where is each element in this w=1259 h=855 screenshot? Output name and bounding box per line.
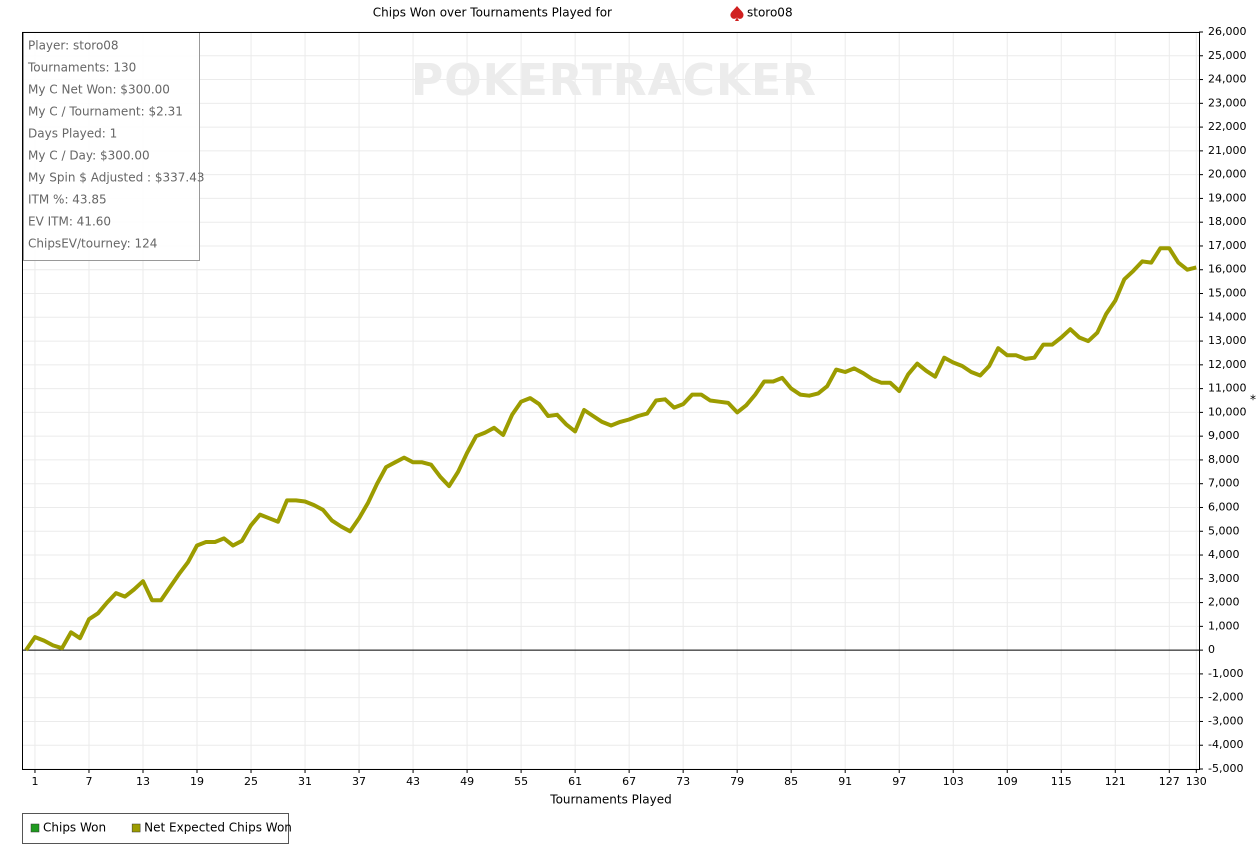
chart-title: Chips Won over Tournaments Played for	[373, 6, 612, 20]
y-tick-label: 25,000	[1208, 49, 1247, 62]
info-line: My C / Day: $300.00	[28, 149, 150, 163]
x-tick-label: 79	[730, 775, 744, 788]
x-tick-label: 31	[298, 775, 312, 788]
player-name: storo08	[747, 6, 793, 20]
y-tick-label: 24,000	[1208, 73, 1247, 86]
y-tick-label: 20,000	[1208, 168, 1247, 181]
x-tick-label: 109	[997, 775, 1018, 788]
y-tick-label: 9,000	[1208, 429, 1240, 442]
spade-icon	[730, 6, 744, 21]
y-tick-label: 14,000	[1208, 310, 1247, 323]
y-tick-label: 5,000	[1208, 524, 1240, 537]
watermark: POKERTRACKER	[411, 55, 817, 106]
y-tick-label: 2,000	[1208, 596, 1240, 609]
y-tick-label: 8,000	[1208, 453, 1240, 466]
legend-box	[22, 813, 289, 844]
y-tick-label: 17,000	[1208, 239, 1247, 252]
x-tick-label: 13	[136, 775, 150, 788]
plot-background	[22, 32, 1199, 769]
y-tick-label: 15,000	[1208, 287, 1247, 300]
x-axis-label: Tournaments Played	[549, 793, 671, 807]
y-tick-label: 26,000	[1208, 25, 1247, 38]
info-line: Tournaments: 130	[27, 61, 136, 75]
y-tick-label: 23,000	[1208, 96, 1247, 109]
plot-border	[22, 32, 1200, 770]
info-line: ITM %: 43.85	[28, 193, 107, 207]
data-line	[24, 246, 1197, 652]
info-line: EV ITM: 41.60	[28, 215, 111, 229]
x-tick-label: 55	[514, 775, 528, 788]
y-tick-label: 4,000	[1208, 548, 1240, 561]
x-tick-label: 49	[460, 775, 474, 788]
info-line: My C / Tournament: $2.31	[28, 105, 183, 119]
x-tick-label: 25	[244, 775, 258, 788]
x-tick-label: 43	[406, 775, 420, 788]
x-tick-label: 103	[943, 775, 964, 788]
x-tick-label: 19	[190, 775, 204, 788]
x-tick-label: 85	[784, 775, 798, 788]
info-line: Player: storo08	[28, 39, 119, 53]
y-tick-label: 13,000	[1208, 334, 1247, 347]
side-marker: *	[1250, 393, 1256, 407]
x-tick-label: 73	[676, 775, 690, 788]
x-tick-label: 7	[85, 775, 92, 788]
info-box	[23, 32, 200, 261]
y-tick-label: -3,000	[1208, 714, 1243, 727]
info-line: ChipsEV/tourney: 124	[28, 237, 157, 251]
y-tick-label: 6,000	[1208, 500, 1240, 513]
y-tick-label: -5,000	[1208, 762, 1243, 775]
x-tick-label: 91	[838, 775, 852, 788]
legend-swatch	[131, 823, 141, 833]
y-tick-label: 3,000	[1208, 572, 1240, 585]
y-tick-label: -4,000	[1208, 738, 1243, 751]
x-tick-label: 121	[1105, 775, 1126, 788]
y-tick-label: 22,000	[1208, 120, 1247, 133]
x-tick-label: 61	[568, 775, 582, 788]
y-tick-label: -2,000	[1208, 691, 1243, 704]
y-tick-label: 10,000	[1208, 405, 1247, 418]
y-tick-label: 1,000	[1208, 619, 1240, 632]
x-tick-label: 1	[31, 775, 38, 788]
y-tick-label: 19,000	[1208, 191, 1247, 204]
x-tick-label: 67	[622, 775, 636, 788]
y-tick-label: 21,000	[1208, 144, 1247, 157]
y-tick-label: 7,000	[1208, 477, 1240, 490]
y-tick-label: 16,000	[1208, 263, 1247, 276]
y-tick-label: 11,000	[1208, 382, 1247, 395]
x-tick-label: 130	[1186, 775, 1207, 788]
y-tick-label: 18,000	[1208, 215, 1247, 228]
legend-label: Net Expected Chips Won	[144, 821, 292, 835]
info-line: My C Net Won: $300.00	[28, 83, 170, 97]
y-tick-label: -1,000	[1208, 667, 1243, 680]
legend-swatch	[30, 823, 40, 833]
info-line: Days Played: 1	[28, 127, 117, 141]
info-line: My Spin $ Adjusted : $337.43	[28, 171, 205, 185]
legend-label: Chips Won	[43, 821, 106, 835]
x-tick-label: 115	[1051, 775, 1072, 788]
y-tick-label: 0	[1208, 643, 1215, 656]
x-tick-label: 127	[1159, 775, 1180, 788]
x-tick-label: 97	[892, 775, 906, 788]
y-tick-label: 12,000	[1208, 358, 1247, 371]
x-tick-label: 37	[352, 775, 366, 788]
plot-area	[22, 31, 1199, 770]
